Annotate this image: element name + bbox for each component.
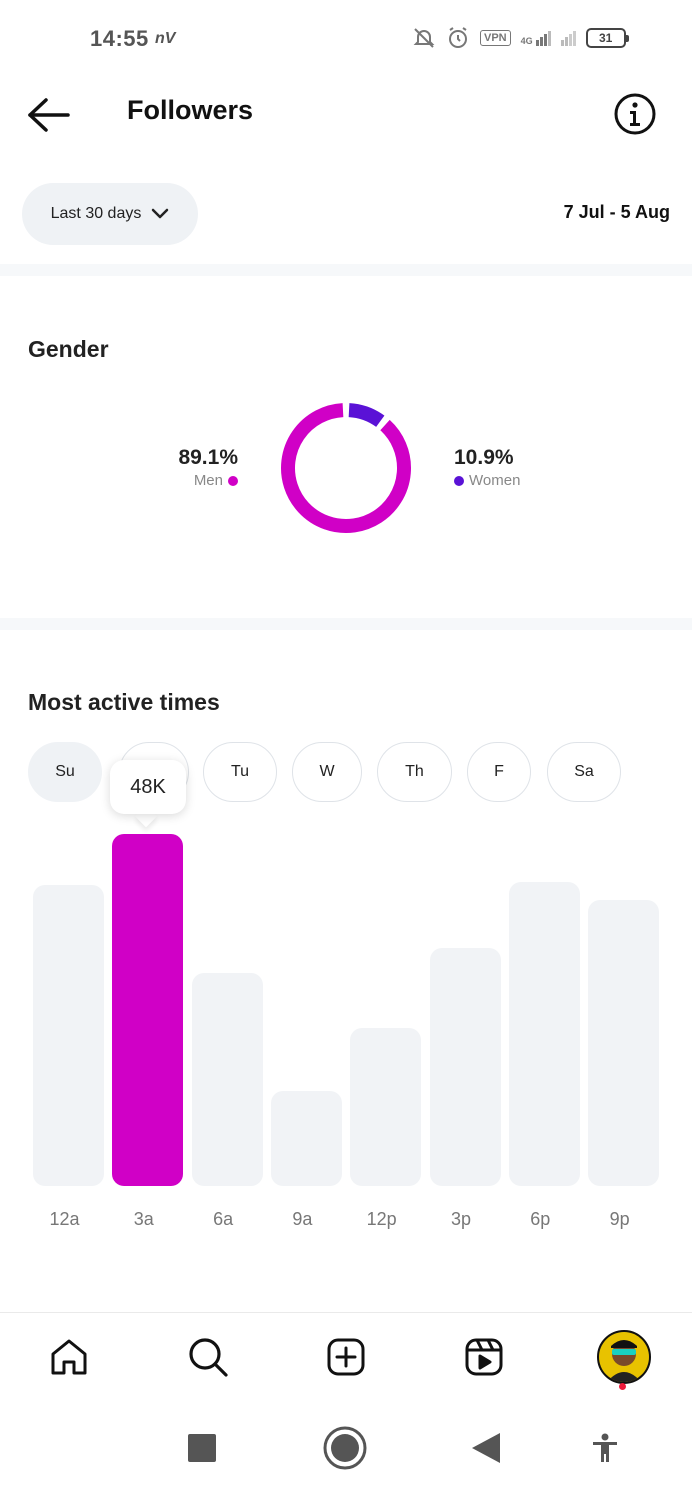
alarm-icon <box>449 27 467 48</box>
bar-12a[interactable] <box>33 885 104 1186</box>
gender-donut-chart <box>281 403 411 533</box>
nav-profile[interactable] <box>597 1330 651 1384</box>
bar-6a[interactable] <box>191 973 263 1186</box>
active-times-bar-chart <box>0 820 692 1240</box>
create-icon <box>327 1338 365 1376</box>
accessibility-icon <box>593 1433 617 1462</box>
avatar-image <box>599 1332 649 1382</box>
recents-icon <box>188 1434 216 1462</box>
x-tick-label: 3a <box>133 1209 154 1229</box>
system-recents-button[interactable] <box>187 1433 217 1463</box>
day-tab-su[interactable]: Su <box>28 742 102 802</box>
x-tick-label: 6a <box>213 1209 234 1229</box>
back-triangle-icon <box>472 1433 500 1463</box>
women-color-dot <box>454 475 464 486</box>
x-tick-label: 3p <box>450 1209 472 1229</box>
x-tick-label: 12p <box>366 1209 397 1229</box>
x-tick-label: 9a <box>292 1209 313 1229</box>
bar-3a[interactable] <box>112 834 184 1186</box>
status-icons: VPN 4G 31 <box>412 26 629 50</box>
status-time: 14:55 <box>90 26 149 51</box>
mute-bell-icon <box>413 28 435 48</box>
nav-create[interactable] <box>322 1333 370 1381</box>
home-circle-icon <box>323 1426 367 1470</box>
chevron-down-icon <box>152 208 169 219</box>
bar-3p[interactable] <box>429 947 501 1186</box>
bar-9p[interactable] <box>588 900 660 1186</box>
men-percent: 89.1% <box>178 446 238 469</box>
battery-icon: 31 <box>585 28 629 48</box>
day-tab-th[interactable]: Th <box>377 742 452 802</box>
day-tab-tu[interactable]: Tu <box>203 742 277 802</box>
men-legend-label: Men <box>193 472 223 489</box>
women-percent: 10.9% <box>454 446 514 469</box>
back-button[interactable] <box>24 92 74 138</box>
search-icon <box>189 1338 228 1377</box>
men-legend: Men <box>178 472 238 489</box>
info-icon <box>614 93 656 135</box>
section-divider <box>0 264 692 276</box>
home-icon <box>51 1339 87 1375</box>
x-tick-label: 6p <box>530 1209 551 1229</box>
status-carrier: nV <box>155 30 176 47</box>
date-range-text: 7 Jul - 5 Aug <box>563 202 670 222</box>
men-stat: 89.1% Men <box>178 446 238 489</box>
women-legend-label: Women <box>469 472 521 489</box>
donut-segment-men <box>281 403 411 533</box>
women-legend: Women <box>454 472 520 489</box>
bar-9a[interactable] <box>270 1090 342 1186</box>
donut-segment-women <box>348 403 385 428</box>
date-range-dropdown-label: Last 30 days <box>50 205 142 222</box>
page-title: Followers <box>127 95 254 125</box>
section-divider <box>0 618 692 630</box>
bar-6p[interactable] <box>508 881 580 1186</box>
x-tick-label: 9p <box>609 1209 630 1229</box>
system-accessibility-button[interactable] <box>591 1433 619 1463</box>
profile-avatar <box>597 1330 651 1384</box>
signal-2-icon <box>560 30 576 46</box>
bar-12p[interactable] <box>350 1028 422 1186</box>
arrow-left-icon <box>28 98 70 132</box>
vpn-badge: VPN <box>480 30 511 46</box>
profile-notification-dot <box>619 1383 626 1390</box>
most-active-times-title: Most active times <box>28 689 220 715</box>
bottom-navigation <box>0 1312 692 1403</box>
women-stat: 10.9% Women <box>454 446 520 489</box>
day-tab-f[interactable]: F <box>467 742 531 802</box>
info-button[interactable] <box>613 92 657 136</box>
nav-home[interactable] <box>45 1333 93 1381</box>
nav-search[interactable] <box>184 1333 232 1381</box>
day-tab-w[interactable]: W <box>292 742 362 802</box>
gender-title: Gender <box>28 336 109 362</box>
date-range-dropdown[interactable]: Last 30 days <box>22 183 198 245</box>
nav-reels[interactable] <box>460 1333 508 1381</box>
system-home-button[interactable] <box>322 1425 368 1471</box>
network-4g-signal: 4G <box>521 30 551 46</box>
system-back-button[interactable] <box>470 1431 502 1465</box>
bar-value-tooltip: 48K <box>110 760 186 814</box>
reels-icon <box>465 1338 503 1376</box>
x-tick-label: 12a <box>49 1209 80 1229</box>
men-color-dot <box>228 475 238 486</box>
day-tab-sa[interactable]: Sa <box>547 742 621 802</box>
